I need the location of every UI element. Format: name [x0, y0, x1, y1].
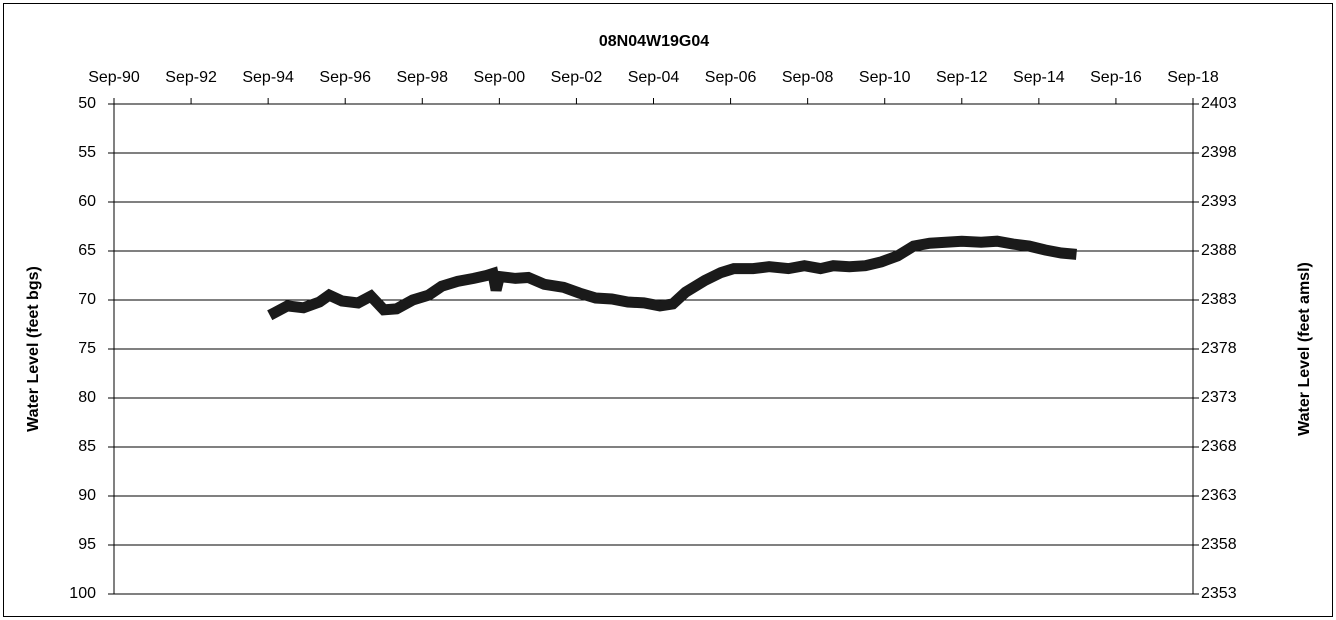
y2-tick-label: 2363 [1201, 487, 1237, 504]
x-tick-label: Sep-00 [474, 69, 526, 86]
x-tick-label: Sep-98 [396, 69, 448, 86]
x-tick-label: Sep-16 [1090, 69, 1142, 86]
x-tick-label: Sep-96 [319, 69, 371, 86]
y2-tick-label: 2353 [1201, 585, 1237, 602]
x-tick-label: Sep-94 [242, 69, 294, 86]
y-tick-label: 90 [78, 487, 96, 504]
x-tick-label: Sep-06 [705, 69, 757, 86]
y2-tick-label: 2383 [1201, 291, 1237, 308]
x-tick-label: Sep-18 [1167, 69, 1219, 86]
x-tick-label: Sep-12 [936, 69, 988, 86]
x-tick-label: Sep-92 [165, 69, 217, 86]
y-tick-label: 100 [69, 585, 96, 602]
y-tick-label: 70 [78, 291, 96, 308]
y-tick-label: 75 [78, 340, 96, 357]
x-tick-label: Sep-14 [1013, 69, 1065, 86]
y2-tick-label: 2358 [1201, 536, 1237, 553]
chart-title: 08N04W19G04 [599, 33, 709, 50]
y-tick-label: 65 [78, 242, 96, 259]
chart-border [3, 3, 1333, 617]
y-tick-label: 50 [78, 95, 96, 112]
y2-tick-label: 2393 [1201, 193, 1237, 210]
x-tick-label: Sep-08 [782, 69, 834, 86]
y2-tick-label: 2378 [1201, 340, 1237, 357]
y2-tick-label: 2403 [1201, 95, 1237, 112]
y-tick-label: 80 [78, 389, 96, 406]
x-tick-label: Sep-02 [551, 69, 603, 86]
y-tick-label: 85 [78, 438, 96, 455]
y2-tick-label: 2373 [1201, 389, 1237, 406]
y2-axis-title: Water Level (feet amsl) [1296, 262, 1313, 436]
water-level-line [267, 235, 1077, 321]
y-tick-label: 60 [78, 193, 96, 210]
y-tick-label: 95 [78, 536, 96, 553]
x-tick-label: Sep-10 [859, 69, 911, 86]
x-tick-label: Sep-04 [628, 69, 680, 86]
y2-tick-label: 2388 [1201, 242, 1237, 259]
y2-tick-label: 2368 [1201, 438, 1237, 455]
y-tick-label: 55 [78, 144, 96, 161]
x-tick-label: Sep-90 [88, 69, 140, 86]
y-axis-title: Water Level (feet bgs) [25, 266, 42, 432]
y2-tick-label: 2398 [1201, 144, 1237, 161]
